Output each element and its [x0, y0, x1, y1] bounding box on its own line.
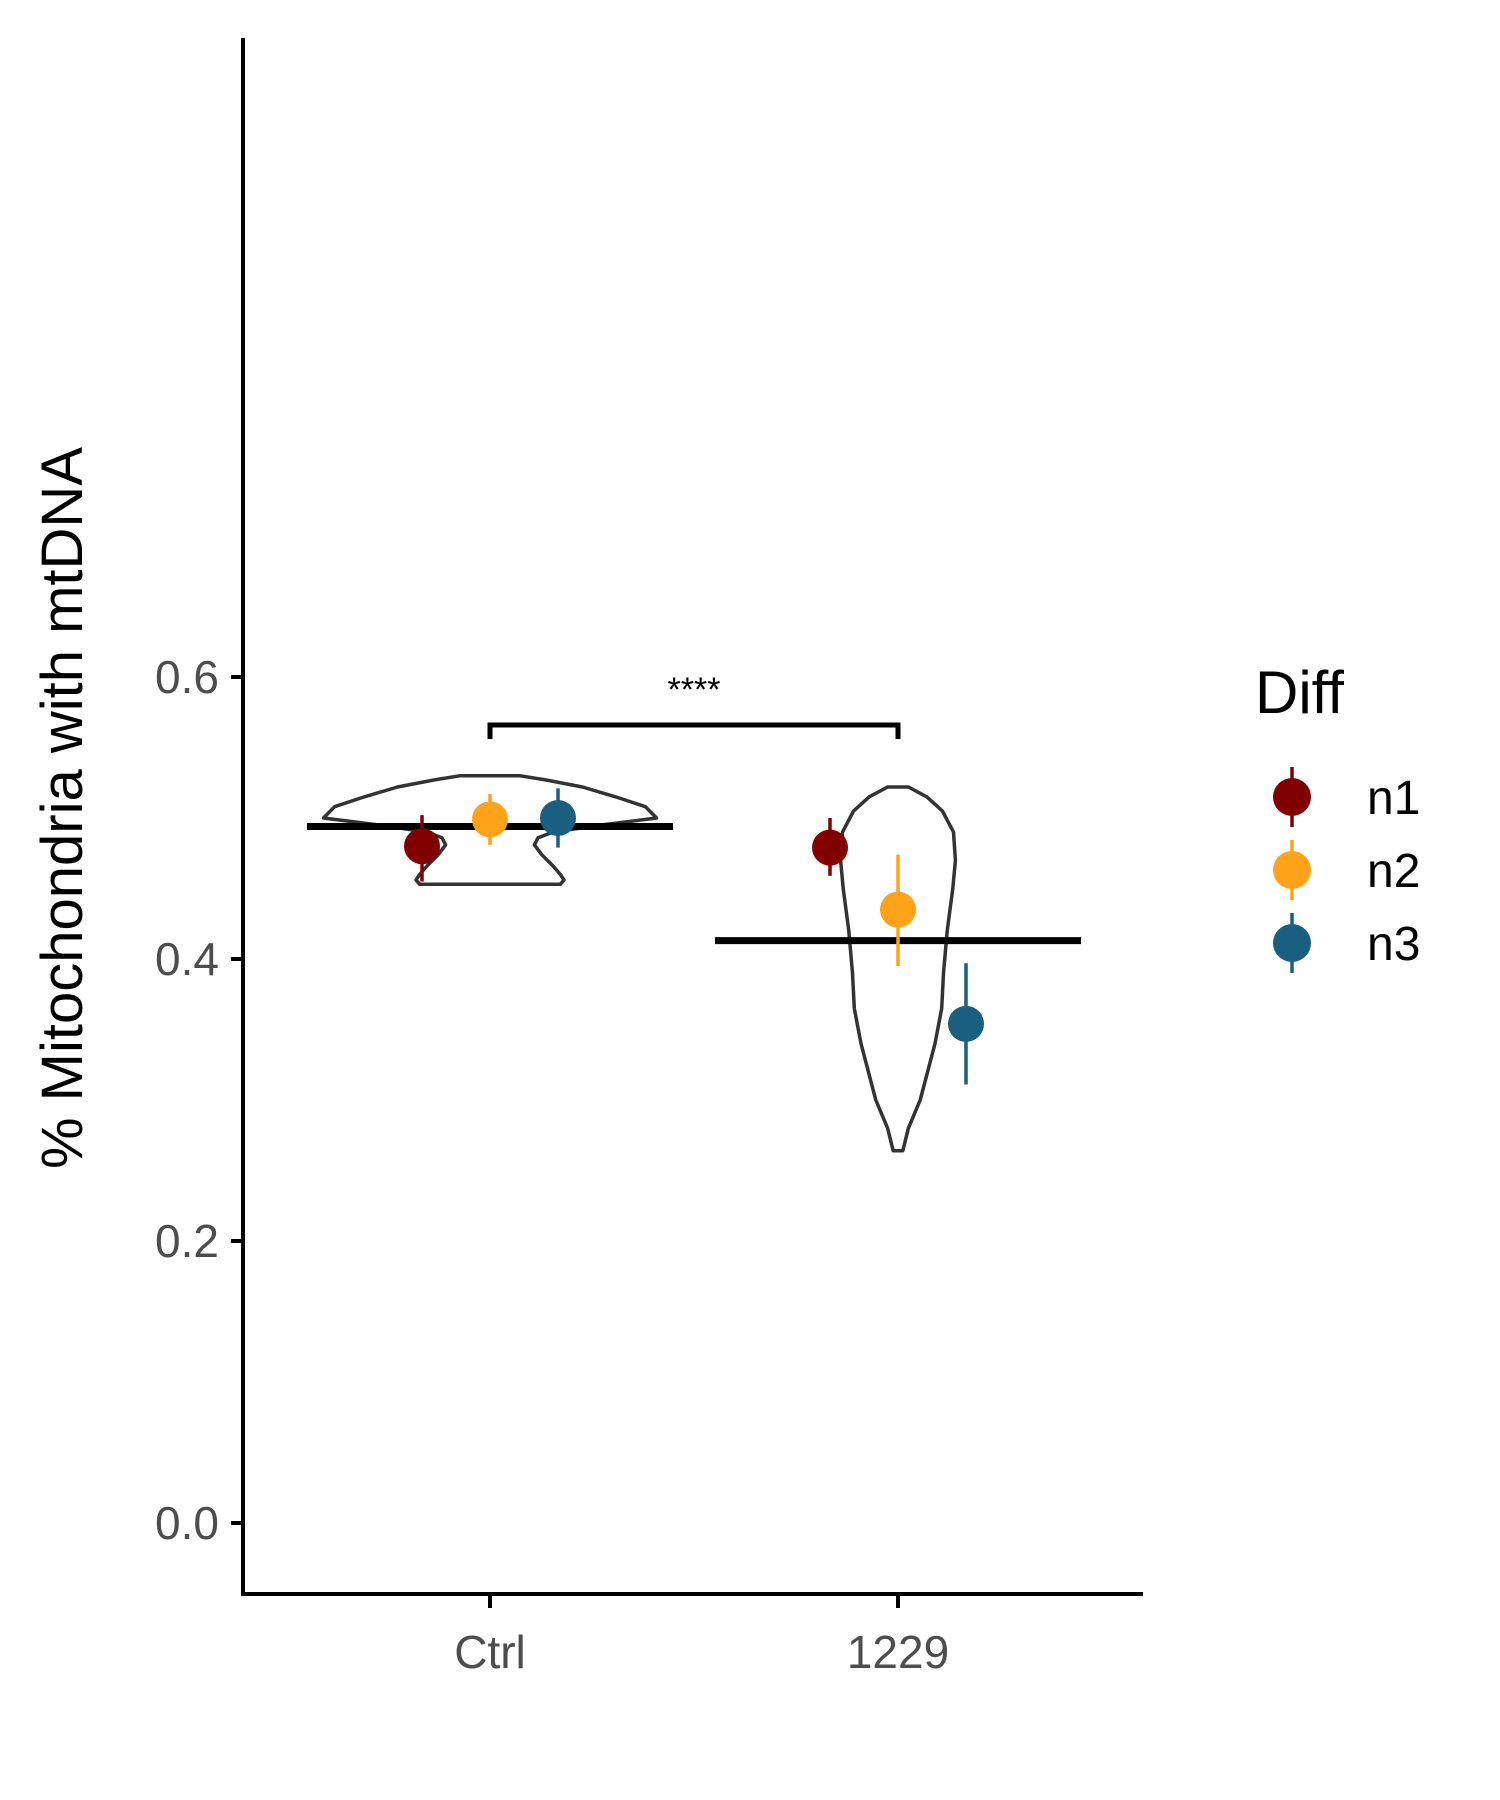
legend-title: Diff	[1255, 659, 1344, 726]
y-ticks: 0.0 0.2 0.4 0.6	[155, 651, 243, 1549]
x-tick-label: 1229	[847, 1626, 949, 1678]
legend-key-n1	[1273, 778, 1311, 816]
violins-layer	[321, 773, 958, 1153]
x-tick-label: Ctrl	[454, 1626, 526, 1678]
y-tick-label: 0.6	[155, 651, 219, 703]
legend-label-n3: n3	[1367, 918, 1420, 971]
y-tick-label: 0.0	[155, 1497, 219, 1549]
points-layer	[404, 788, 984, 1085]
bracket-line	[487, 722, 901, 740]
x-ticks: Ctrl 1229	[454, 1594, 949, 1678]
point-n2-Ctrl	[472, 801, 508, 838]
axes-layer	[241, 38, 1143, 1596]
y-tick-label: 0.2	[155, 1215, 219, 1267]
significance-bracket: ****	[487, 671, 901, 740]
legend-label-n1: n1	[1367, 772, 1420, 825]
violin-Ctrl	[321, 773, 659, 887]
legend-items: n1 n2 n3	[1273, 767, 1420, 973]
violin-1229	[838, 785, 958, 1153]
legend-key-n2	[1273, 851, 1311, 889]
legend-key-n3	[1273, 924, 1311, 962]
legend-label-n2: n2	[1367, 845, 1420, 898]
point-n1-1229	[812, 829, 848, 866]
significance-label: ****	[668, 671, 721, 709]
point-n2-1229	[880, 891, 916, 928]
y-tick-label: 0.4	[155, 933, 219, 985]
point-n3-1229	[948, 1005, 984, 1042]
point-n3-Ctrl	[540, 800, 576, 836]
legend: Diff n1 n2 n3	[1255, 659, 1420, 973]
point-n1-Ctrl	[404, 828, 440, 865]
y-axis-label: % Mitochondria with mtDNA	[30, 447, 95, 1169]
